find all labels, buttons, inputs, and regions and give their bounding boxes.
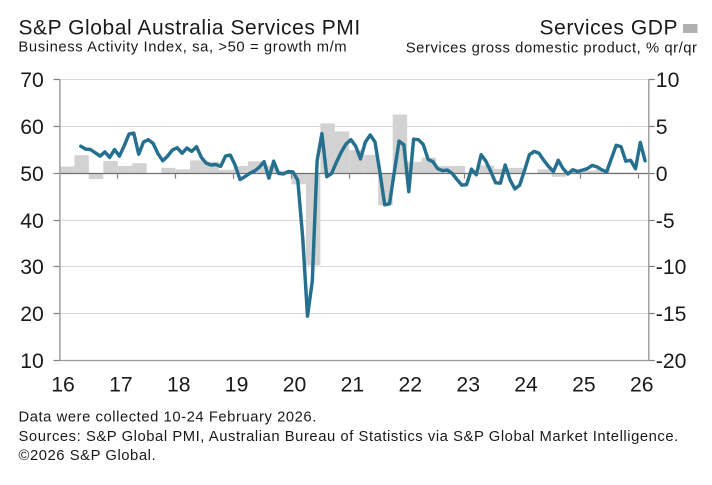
svg-text:-15: -15 <box>656 303 687 326</box>
svg-text:20: 20 <box>283 374 307 397</box>
svg-text:5: 5 <box>656 116 668 139</box>
svg-text:22: 22 <box>399 374 423 397</box>
svg-text:18: 18 <box>167 374 191 397</box>
svg-text:24: 24 <box>514 374 538 397</box>
svg-text:20: 20 <box>20 303 44 326</box>
svg-text:-5: -5 <box>656 210 675 233</box>
svg-text:Services GDP: Services GDP <box>540 16 678 39</box>
svg-text:60: 60 <box>20 116 44 139</box>
svg-text:23: 23 <box>456 374 480 397</box>
svg-text:©2026 S&P Global.: ©2026 S&P Global. <box>19 448 157 464</box>
svg-text:10: 10 <box>656 69 680 92</box>
svg-text:17: 17 <box>109 374 133 397</box>
svg-text:-20: -20 <box>656 350 687 373</box>
svg-text:19: 19 <box>225 374 249 397</box>
svg-text:26: 26 <box>630 374 654 397</box>
svg-text:0: 0 <box>656 163 668 186</box>
svg-text:Services gross domestic produc: Services gross domestic product, % qr/qr <box>406 41 698 57</box>
svg-text:70: 70 <box>20 69 44 92</box>
svg-text:21: 21 <box>341 374 365 397</box>
svg-text:S&P Global Australia Services: S&P Global Australia Services PMI <box>19 17 361 40</box>
svg-text:10: 10 <box>20 350 44 373</box>
svg-text:25: 25 <box>572 374 596 397</box>
svg-text:16: 16 <box>51 374 75 397</box>
svg-text:50: 50 <box>20 163 44 186</box>
svg-text:40: 40 <box>20 210 44 233</box>
svg-text:Business Activity Index, sa, >: Business Activity Index, sa, >50 = growt… <box>18 40 347 56</box>
svg-text:-10: -10 <box>656 256 687 279</box>
svg-text:30: 30 <box>20 256 44 279</box>
svg-text:Data were collected 10-24 Febr: Data were collected 10-24 February 2026. <box>19 410 317 426</box>
svg-text:Sources: S&P Global PMI, Austr: Sources: S&P Global PMI, Australian Bure… <box>19 429 679 445</box>
